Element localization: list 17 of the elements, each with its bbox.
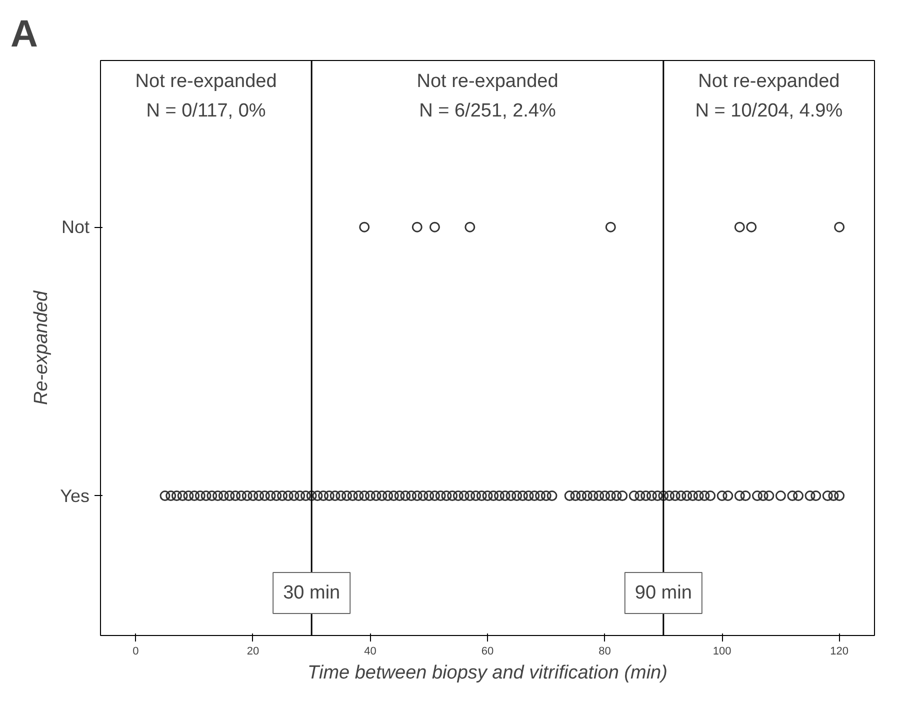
chart-title: A (10, 14, 38, 56)
annotation: Not re-expanded N = 0/117, 0% (135, 71, 277, 122)
x-axis-title: Time between biopsy and vitrification (min) (308, 662, 668, 684)
annotation: Not re-expanded N = 6/251, 2.4% (416, 71, 558, 122)
ref-line-label: 30 min (283, 582, 340, 604)
x-tick-label: 120 (830, 646, 848, 658)
x-tick-label: 20 (246, 646, 260, 658)
y-axis-title: Re-expanded (31, 290, 52, 406)
x-tick-label: 100 (712, 646, 732, 658)
y-tick-label: Not (61, 217, 90, 238)
x-tick-label: 0 (132, 646, 139, 658)
annotation: Not re-expanded N = 10/204, 4.9% (695, 71, 843, 122)
y-tick-label: Yes (60, 486, 90, 506)
x-tick-label: 40 (364, 646, 376, 658)
x-tick-label: 60 (481, 646, 494, 658)
x-tick-label: 80 (598, 646, 611, 658)
ref-line-label: 90 min (634, 582, 692, 604)
